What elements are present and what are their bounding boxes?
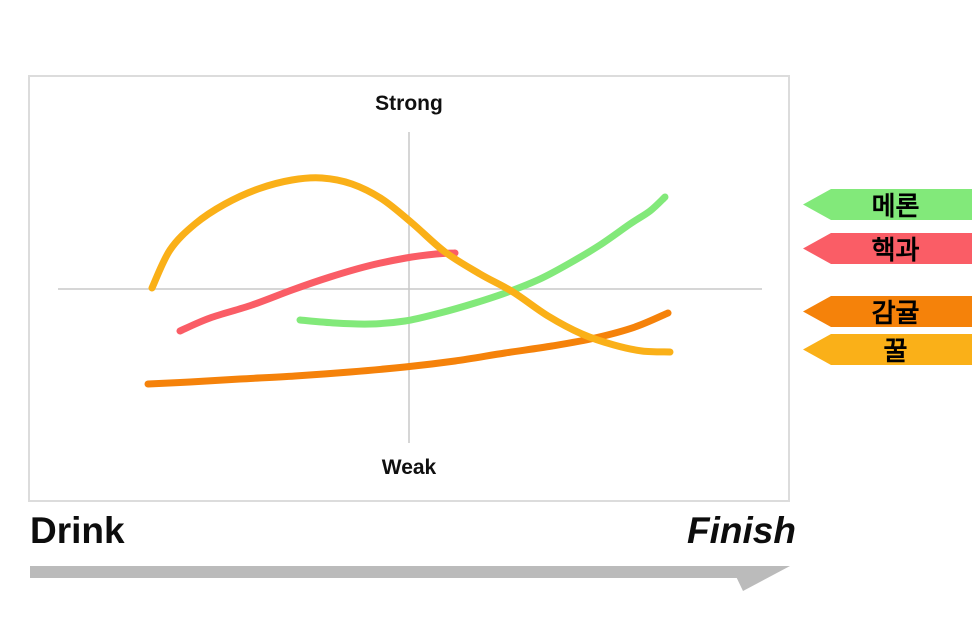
series-curve-0 bbox=[296, 193, 669, 328]
legend-label-melon: 메론 bbox=[871, 191, 920, 221]
axis-label-weak: Weak bbox=[381, 456, 437, 479]
legend-tag-citrus: 감귤 bbox=[803, 296, 972, 327]
series-curve-1 bbox=[176, 249, 459, 335]
legend-tag-honey: 꿀 bbox=[803, 334, 972, 365]
legend-label-honey: 꿀 bbox=[883, 336, 908, 366]
legend-label-stone-fruit: 핵과 bbox=[871, 235, 920, 265]
axis-label-finish: Finish bbox=[687, 510, 796, 551]
legend-tag-melon: 메론 bbox=[803, 189, 972, 220]
timeline-arrow-bar bbox=[30, 566, 757, 578]
series-curve-3 bbox=[148, 174, 674, 356]
timeline-arrow-head bbox=[731, 566, 790, 591]
series-curves bbox=[144, 174, 674, 388]
axis-label-drink: Drink bbox=[30, 510, 125, 551]
legend-label-citrus: 감귤 bbox=[871, 298, 920, 328]
legend-tag-stone-fruit: 핵과 bbox=[803, 233, 972, 264]
axis-label-strong: Strong bbox=[375, 92, 443, 115]
